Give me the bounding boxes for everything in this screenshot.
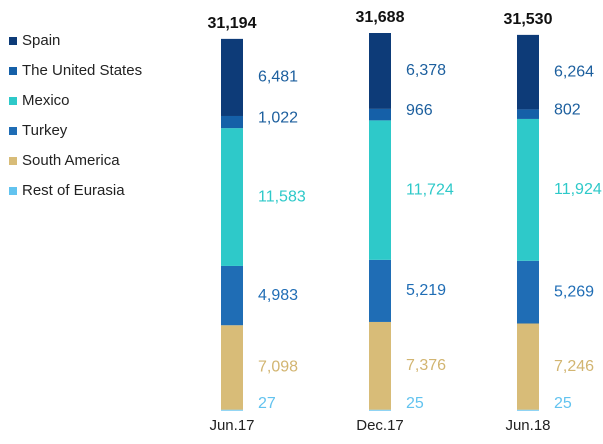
bar-segment: [517, 109, 539, 119]
bar-segment: [221, 325, 243, 410]
bar-segment: [517, 409, 539, 411]
value-label: 5,269: [554, 283, 594, 300]
x-tick-label: Dec.17: [356, 417, 404, 434]
bar-segment: [369, 33, 391, 109]
value-label: 25: [554, 395, 572, 412]
bar-segment: [517, 118, 539, 261]
total-label: 31,194: [208, 15, 257, 32]
bar-segment: [221, 409, 243, 411]
legend-swatch: [9, 157, 17, 165]
value-label: 4,983: [258, 287, 298, 304]
value-label: 11,924: [554, 181, 602, 198]
value-label: 25: [406, 395, 424, 412]
legend-swatch: [9, 67, 17, 75]
value-label: 7,376: [406, 357, 446, 374]
bar-segment: [221, 128, 243, 266]
value-label: 6,264: [554, 63, 594, 80]
value-label: 7,246: [554, 358, 594, 375]
value-label: 6,378: [406, 62, 446, 79]
bar-segment: [369, 321, 391, 410]
total-label: 31,530: [504, 11, 553, 28]
value-label: 1,022: [258, 109, 298, 126]
legend-swatch: [9, 187, 17, 195]
bar-segment: [517, 323, 539, 410]
value-label: 6,481: [258, 69, 298, 86]
legend-swatch: [9, 97, 17, 105]
bar-segment: [517, 260, 539, 324]
legend-label: South America: [22, 152, 120, 169]
bar-segment: [369, 120, 391, 260]
total-label: 31,688: [356, 9, 405, 26]
bar-segment: [221, 265, 243, 326]
legend-label: Turkey: [22, 122, 68, 139]
x-tick-label: Jun.18: [505, 417, 550, 434]
legend-label: Spain: [22, 32, 60, 49]
legend-swatch: [9, 127, 17, 135]
value-label: 802: [554, 101, 581, 118]
legend-label: The United States: [22, 62, 142, 79]
bar-segment: [369, 409, 391, 411]
bar-segment: [369, 259, 391, 322]
legend-swatch: [9, 37, 17, 45]
legend-label: Mexico: [22, 92, 70, 109]
bar-segment: [369, 108, 391, 121]
value-label: 27: [258, 395, 276, 412]
value-label: 5,219: [406, 282, 446, 299]
value-label: 11,724: [406, 181, 454, 198]
value-label: 966: [406, 102, 433, 119]
bar-segment: [221, 38, 243, 116]
bar-segment: [517, 34, 539, 110]
bar-segment: [221, 115, 243, 129]
legend-label: Rest of Eurasia: [22, 182, 125, 199]
x-tick-label: Jun.17: [209, 417, 254, 434]
value-label: 7,098: [258, 359, 298, 376]
value-label: 11,583: [258, 188, 306, 205]
